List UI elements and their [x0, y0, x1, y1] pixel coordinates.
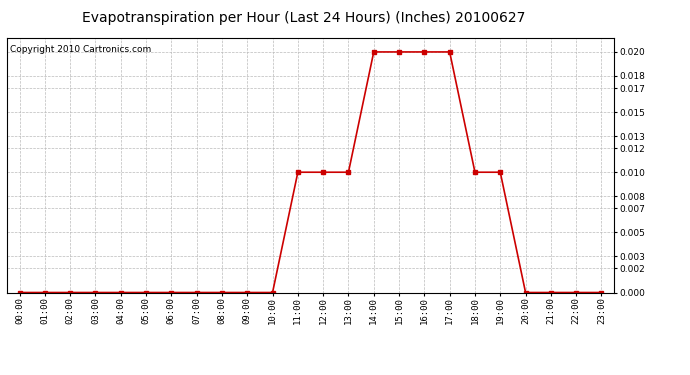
Text: Copyright 2010 Cartronics.com: Copyright 2010 Cartronics.com — [10, 45, 151, 54]
Text: Evapotranspiration per Hour (Last 24 Hours) (Inches) 20100627: Evapotranspiration per Hour (Last 24 Hou… — [82, 11, 525, 25]
